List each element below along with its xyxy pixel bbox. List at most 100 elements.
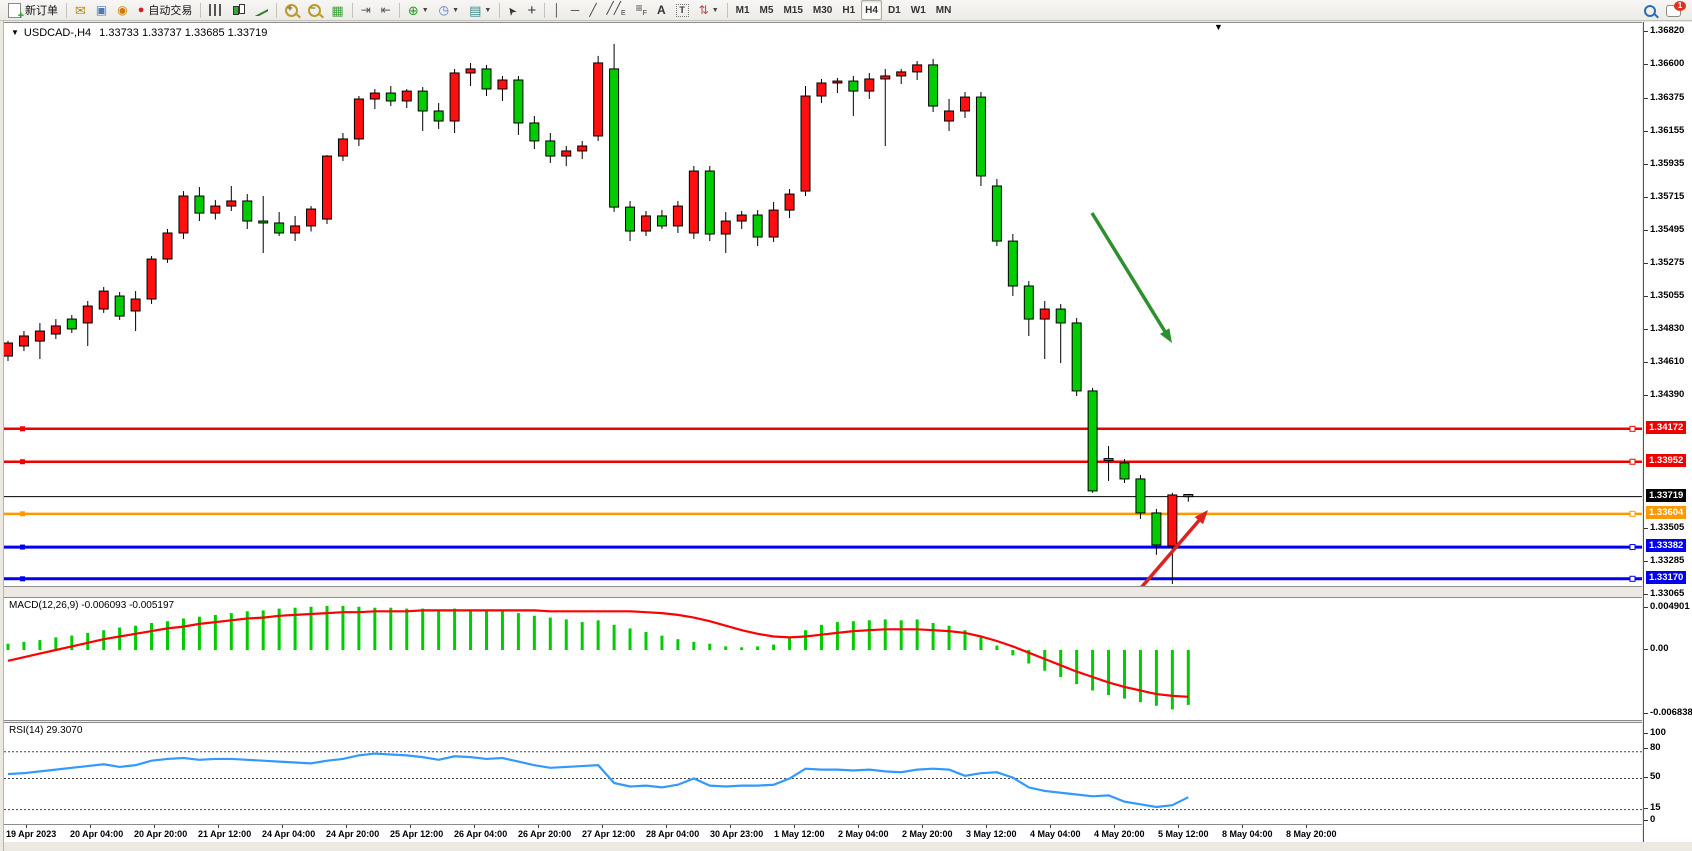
macd-indicator-panel[interactable]: MACD(12,26,9) -0.006093 -0.005197 (4, 597, 1642, 721)
candle[interactable] (226, 185, 237, 211)
candle[interactable] (18, 331, 29, 352)
candle[interactable] (1055, 303, 1066, 364)
candle[interactable] (960, 91, 970, 119)
channel-button[interactable]: ╱╱E (603, 0, 630, 20)
autotrading-button[interactable]: ● 自动交易 (134, 0, 197, 20)
candle[interactable] (322, 155, 332, 225)
price-axis[interactable]: 1.36820 1.36600 1.36375 1.36155 1.35935 1.357… (1643, 22, 1692, 842)
zoom-in-button[interactable]: + (281, 0, 302, 20)
mail-button[interactable]: ✉ (71, 0, 90, 20)
candle[interactable] (577, 140, 588, 160)
candle[interactable] (928, 58, 939, 113)
candle[interactable] (513, 75, 524, 135)
search-button[interactable] (1640, 1, 1660, 21)
candle[interactable] (98, 287, 109, 313)
dropdown-caret-icon[interactable]: ▼ (711, 6, 719, 14)
chart-shift-marker-icon[interactable]: ▼ (1214, 22, 1223, 32)
periods-button[interactable]: ◷ ▼ (435, 0, 463, 20)
fibonacci-button[interactable]: ≡F (632, 0, 651, 20)
arrows-button[interactable]: ⇅ ▼ (695, 0, 723, 20)
candle[interactable] (912, 60, 923, 81)
new-order-button[interactable]: 新订单 (4, 0, 62, 22)
candle[interactable] (353, 96, 364, 147)
timeframe-button-h4[interactable]: H4 (861, 0, 882, 20)
candle[interactable] (369, 88, 380, 110)
trendline-button[interactable]: ╱ (585, 0, 600, 20)
candle[interactable] (944, 99, 955, 132)
dropdown-caret-icon[interactable]: ▼ (484, 6, 492, 14)
candle[interactable] (242, 194, 253, 229)
candle[interactable] (609, 43, 620, 212)
candle[interactable] (625, 200, 636, 242)
rsi-indicator-panel[interactable]: RSI(14) 29.3070 (4, 722, 1642, 825)
notifications-button[interactable]: 1 (1662, 0, 1686, 21)
support-line-blue-1[interactable] (4, 544, 1642, 551)
candle[interactable] (1183, 493, 1194, 502)
timeframe-button-m30[interactable]: M30 (812, 4, 833, 16)
candle[interactable] (433, 103, 444, 129)
timeframe-button-h1[interactable]: H1 (842, 4, 856, 16)
candle[interactable] (545, 132, 556, 163)
chart-dropdown-icon[interactable]: ▼ (11, 28, 19, 37)
candle[interactable] (816, 78, 827, 104)
auto-scroll-button[interactable]: ⇥ (357, 0, 375, 20)
candle[interactable] (290, 215, 301, 242)
candle[interactable] (896, 68, 907, 85)
candle[interactable] (258, 196, 269, 254)
candle[interactable] (114, 291, 125, 320)
candle[interactable] (991, 178, 1002, 247)
candle[interactable] (880, 68, 891, 147)
candle[interactable] (194, 187, 205, 222)
candle[interactable] (82, 300, 93, 347)
candle[interactable] (704, 165, 715, 242)
candle[interactable] (385, 85, 396, 107)
candle[interactable] (688, 165, 699, 239)
candle[interactable] (1039, 300, 1050, 360)
resistance-line-1[interactable] (4, 425, 1642, 432)
candle[interactable] (561, 146, 572, 167)
tile-windows-button[interactable]: ▦ (327, 0, 347, 20)
crosshair-button[interactable]: + (524, 0, 541, 20)
macd-chart-canvas[interactable] (4, 598, 1642, 720)
candle[interactable] (975, 91, 986, 186)
candle[interactable] (274, 212, 285, 236)
candle[interactable] (1103, 446, 1114, 481)
candle[interactable] (306, 206, 317, 232)
support-line-blue-2[interactable] (4, 575, 1642, 582)
candle[interactable] (162, 228, 173, 263)
candle[interactable] (146, 256, 157, 304)
text-button[interactable]: A (653, 0, 670, 20)
candlestick-chart-button[interactable] (228, 0, 249, 20)
candle[interactable] (481, 64, 492, 97)
resistance-line-2[interactable] (4, 458, 1642, 465)
candle[interactable] (529, 115, 540, 150)
time-axis[interactable]: 19 Apr 2023 20 Apr 04:00 20 Apr 20:00 21 Ap… (4, 825, 1642, 842)
candle[interactable] (465, 62, 476, 86)
candle[interactable] (656, 210, 667, 229)
candle[interactable] (1119, 459, 1130, 483)
chart-shift-button[interactable]: ⇤ (377, 0, 395, 20)
timeframe-button-m5[interactable]: M5 (759, 4, 774, 16)
candle[interactable] (641, 210, 651, 236)
candle[interactable] (417, 87, 428, 132)
candle[interactable] (66, 315, 77, 333)
templates-button[interactable]: ▤ ▼ (465, 0, 495, 20)
zoom-out-button[interactable]: − (304, 0, 325, 20)
candle[interactable] (848, 75, 859, 116)
reversal-arrow[interactable] (1140, 510, 1208, 586)
downtrend-arrow[interactable] (1090, 212, 1172, 343)
timeframe-button-m15[interactable]: M15 (783, 4, 803, 16)
price-chart-panel[interactable]: ▼ USDCAD-,H4 1.33733 1.33737 1.33685 1.337… (4, 22, 1642, 587)
candle[interactable] (337, 132, 348, 161)
candle[interactable] (1087, 387, 1098, 493)
candle[interactable] (832, 77, 843, 94)
candle[interactable] (1167, 492, 1178, 585)
cursor-button[interactable]: ➤ (504, 0, 521, 20)
candle[interactable] (34, 322, 45, 360)
candle[interactable] (1135, 474, 1146, 519)
candle[interactable] (1151, 508, 1162, 555)
rsi-chart-canvas[interactable] (4, 723, 1642, 824)
candle[interactable] (1023, 281, 1034, 336)
timeframe-button-d1[interactable]: D1 (887, 4, 901, 16)
candle[interactable] (1071, 318, 1082, 397)
